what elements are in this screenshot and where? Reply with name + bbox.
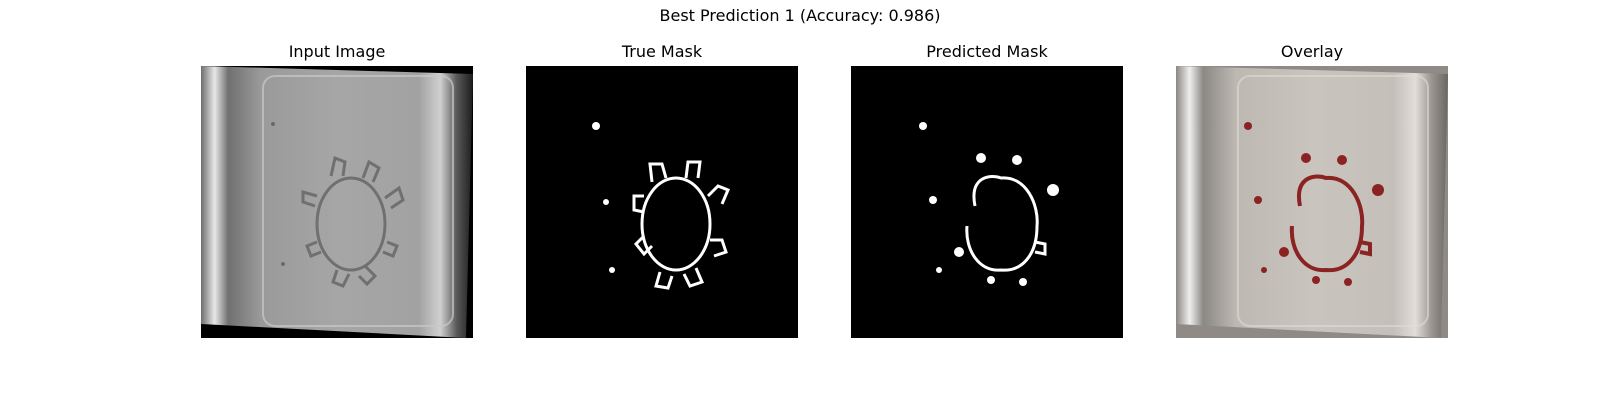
panel-title-overlay: Overlay — [1280, 42, 1344, 61]
panel-title-true-mask: True Mask — [621, 42, 703, 61]
predicted-mask-image — [851, 66, 1123, 338]
panel-title-input: Input Image — [288, 42, 386, 61]
panel-input-image: Input Image — [201, 40, 473, 338]
panel-overlay: Overlay — [1176, 40, 1448, 338]
input-image-photo — [201, 66, 473, 338]
overlay-image — [1176, 66, 1448, 338]
panel-predicted-mask: Predicted Mask — [851, 40, 1123, 338]
true-mask-image — [526, 66, 798, 338]
panel-title-predicted-mask: Predicted Mask — [926, 42, 1048, 61]
figure-title: Best Prediction 1 (Accuracy: 0.986) — [659, 6, 941, 25]
panel-true-mask: True Mask — [526, 40, 798, 338]
